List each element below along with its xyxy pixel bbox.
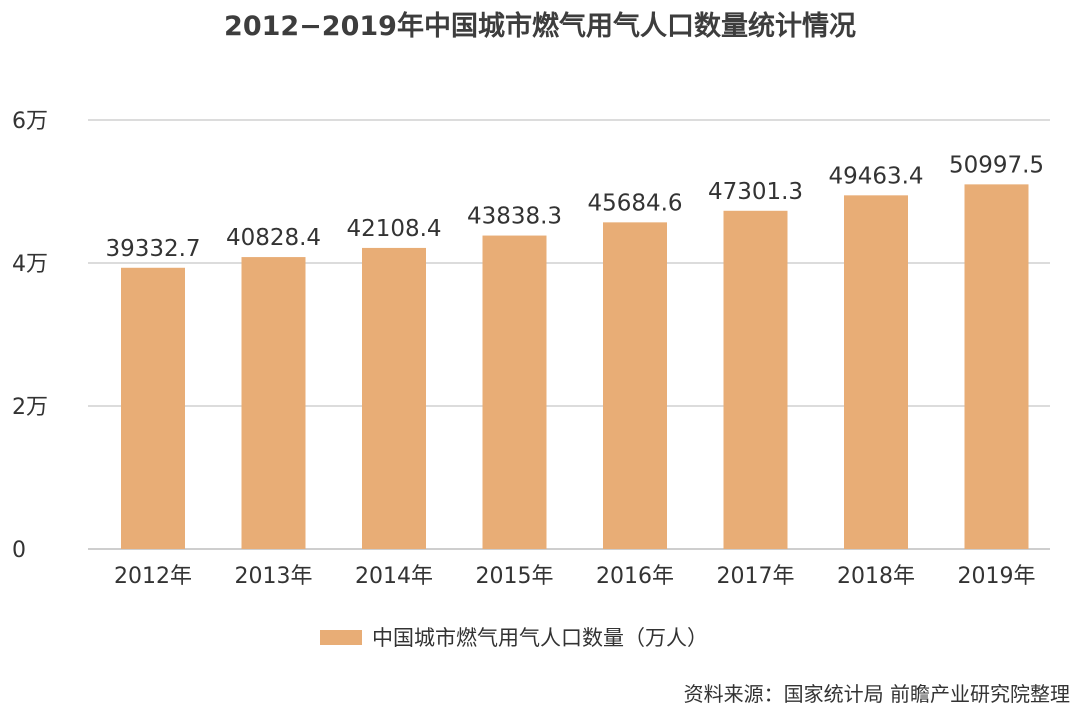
x-tick-label: 2013年 [235,564,313,589]
data-label: 39332.7 [105,236,200,262]
x-tick-label: 2015年 [476,564,554,589]
x-tick-label: 2014年 [355,564,433,589]
y-tick-label: 0 [12,538,26,563]
y-tick-label: 6万 [12,109,48,134]
x-tick-label: 2018年 [837,564,915,589]
x-tick-label: 2017年 [717,564,795,589]
bar [603,222,667,549]
bar [121,267,185,549]
y-axis-tick-labels: 0 2万 4万 6万 [12,109,48,563]
legend-label: 中国城市燃气用气人口数量（万人） [372,626,708,650]
bars [121,184,1029,550]
chart-title: 2012−2019年中国城市燃气用气人口数量统计情况 [224,11,856,42]
data-label: 50997.5 [949,152,1044,178]
legend-swatch [320,629,362,645]
bar [723,210,788,549]
bar [482,235,547,549]
data-label: 42108.4 [346,216,441,242]
bar [844,195,908,550]
y-tick-label: 4万 [12,252,48,277]
bar [241,257,306,549]
data-labels: 39332.7 40828.4 42108.4 43838.3 45684.6 47301… [105,152,1044,261]
x-tick-label: 2012年 [114,564,192,589]
x-axis-tick-labels: 2012年 2013年 2014年 2015年 2016年 2017年 2018年 2019年 [114,564,1036,589]
data-label: 43838.3 [467,204,562,230]
x-tick-label: 2016年 [596,564,674,589]
legend: 中国城市燃气用气人口数量（万人） [320,622,708,652]
bar [362,247,426,550]
data-label: 47301.3 [708,179,803,205]
source-note: 资料来源：国家统计局 前瞻产业研究院整理 [683,682,1070,706]
data-label: 40828.4 [226,225,321,251]
y-tick-label: 2万 [12,395,48,420]
data-label: 49463.4 [828,163,923,189]
bar [964,184,1029,550]
data-label: 45684.6 [587,190,682,216]
x-tick-label: 2019年 [958,564,1036,589]
